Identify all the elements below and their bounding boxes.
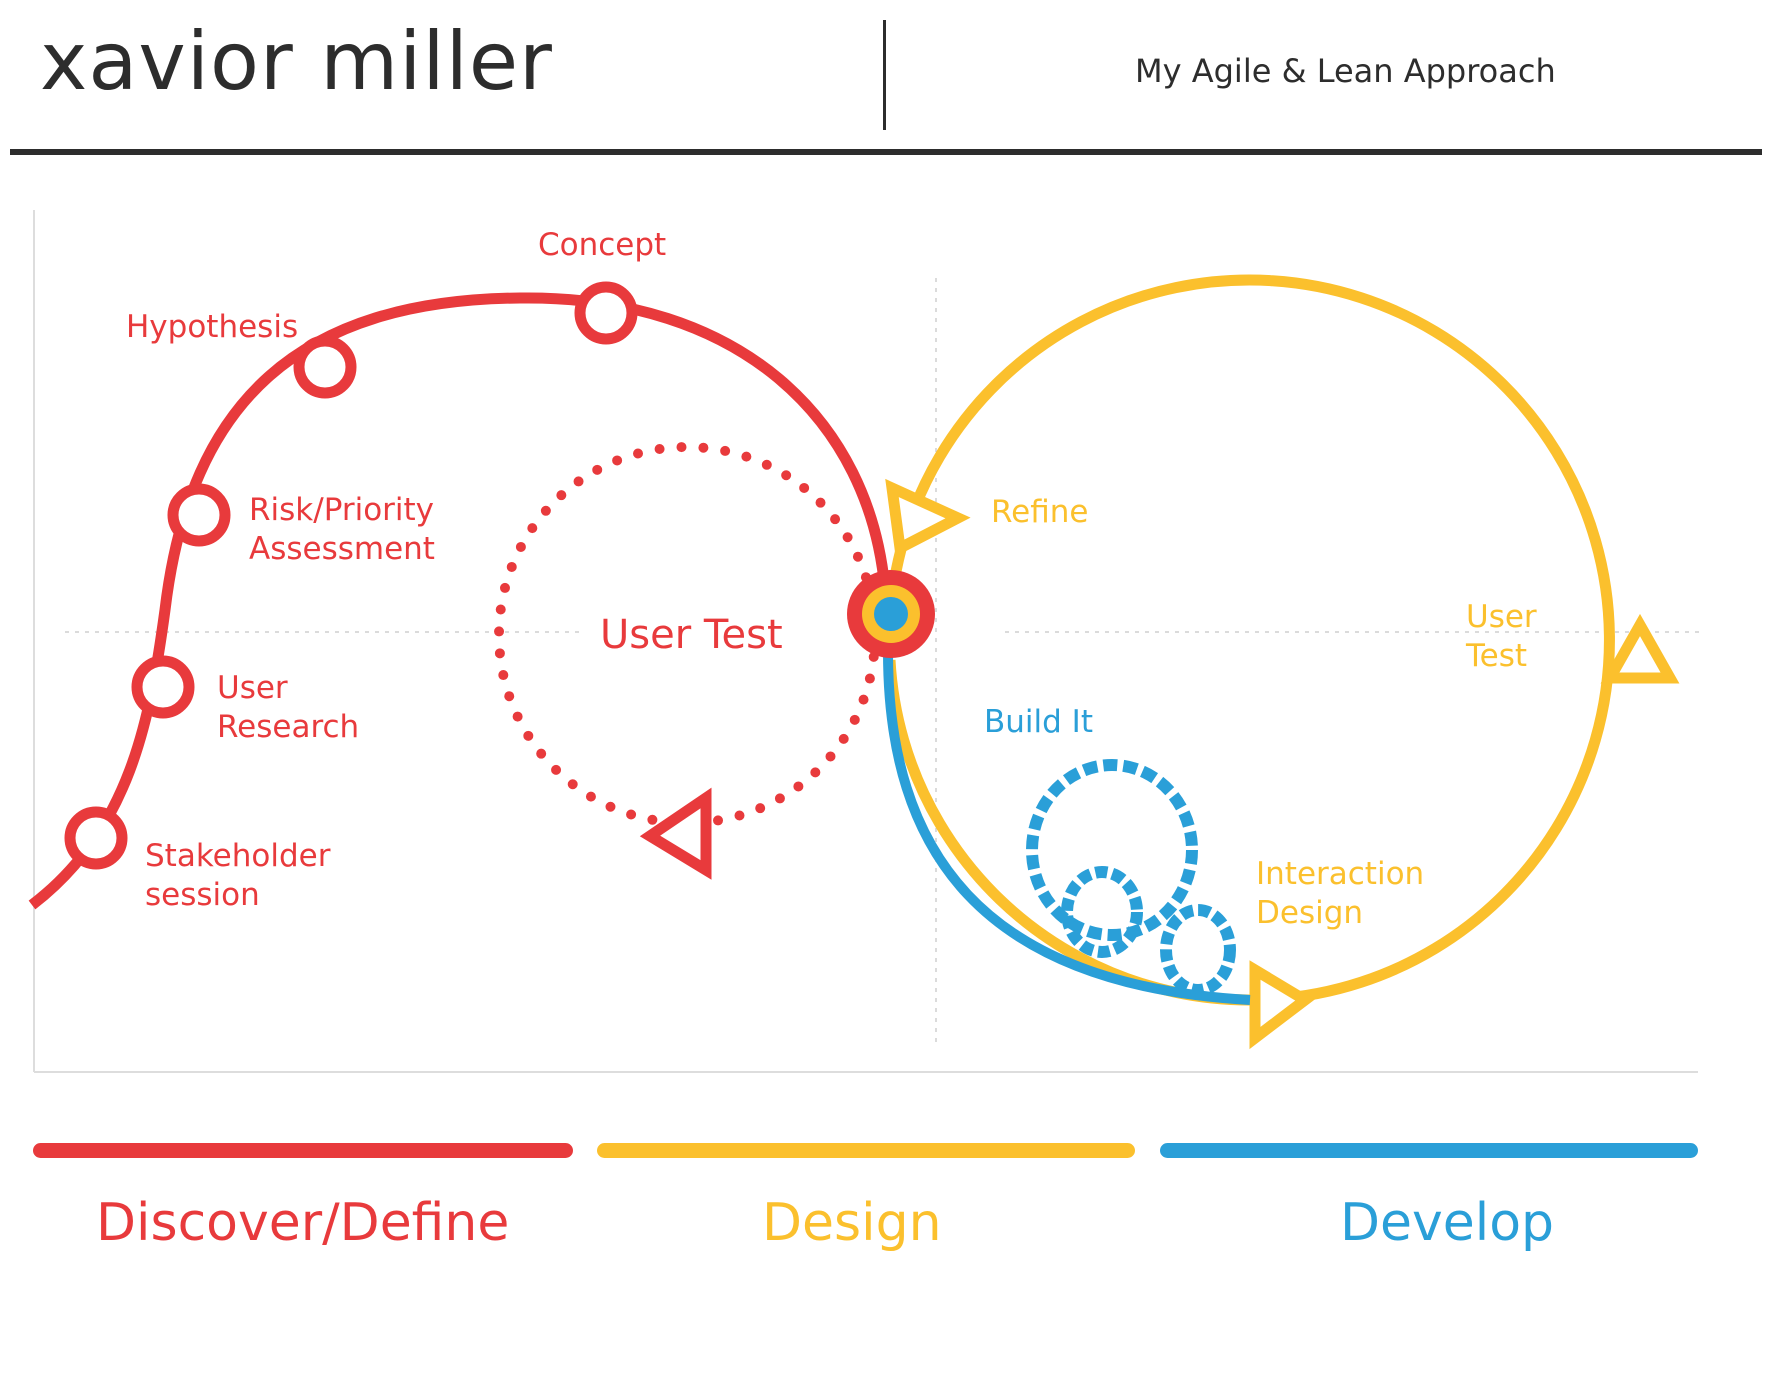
label-refine: Refine (991, 494, 1088, 530)
label-user-test-line2: Test (1465, 638, 1527, 674)
phase-bar-develop (1160, 1143, 1698, 1158)
label-risk-line2: Assessment (249, 531, 435, 567)
hub-inner-blue (874, 597, 908, 631)
design-loop (884, 274, 1680, 1050)
author-name: xavior miller (40, 15, 553, 108)
label-inner-user-test: User Test (600, 612, 783, 658)
discover-path (28, 281, 935, 910)
label-research-line1: User (217, 670, 288, 706)
develop-loop-medium (1061, 866, 1143, 958)
develop-loop-large (1026, 759, 1198, 941)
label-stakeholder-line1: Stakeholder (145, 838, 331, 874)
page-title: My Agile & Lean Approach (1135, 52, 1556, 90)
phase-label-develop: Develop (1340, 1193, 1555, 1253)
diagram-labels: Concept Hypothesis Risk/Priority Assessm… (126, 227, 1537, 931)
header-divider (883, 20, 886, 130)
label-risk-line1: Risk/Priority (249, 492, 434, 528)
design-arrow-user-test-icon (1600, 613, 1680, 684)
label-user-test-line1: User (1466, 599, 1537, 635)
design-loop-path (884, 274, 1615, 1006)
discover-path-line (28, 292, 891, 910)
node-user-research (131, 655, 195, 719)
node-concept (574, 281, 638, 345)
label-stakeholder-line2: session (145, 877, 260, 913)
label-concept: Concept (538, 227, 666, 263)
phase-bar-discover (33, 1143, 573, 1158)
node-risk-priority (167, 483, 231, 547)
label-hypothesis: Hypothesis (126, 309, 298, 345)
phase-label-design: Design (762, 1193, 942, 1253)
develop-line (883, 651, 1251, 1005)
phase-bar-design (597, 1143, 1135, 1158)
develop-loop-small (1160, 904, 1236, 996)
label-research-line2: Research (217, 709, 359, 745)
header-rule (10, 149, 1762, 155)
label-interaction-line1: Interaction (1256, 856, 1424, 892)
inner-user-test-loop (494, 442, 880, 880)
develop-path (883, 651, 1251, 1005)
label-interaction-line2: Design (1256, 895, 1363, 931)
node-stakeholder (64, 806, 128, 870)
user-test-arrow-icon (639, 787, 712, 880)
design-arrow-interaction-icon (1249, 960, 1315, 1050)
label-build-it: Build It (984, 704, 1093, 740)
design-arrow-refine-icon (885, 478, 971, 557)
phase-label-discover: Discover/Define (96, 1193, 510, 1253)
node-hypothesis (293, 335, 357, 399)
